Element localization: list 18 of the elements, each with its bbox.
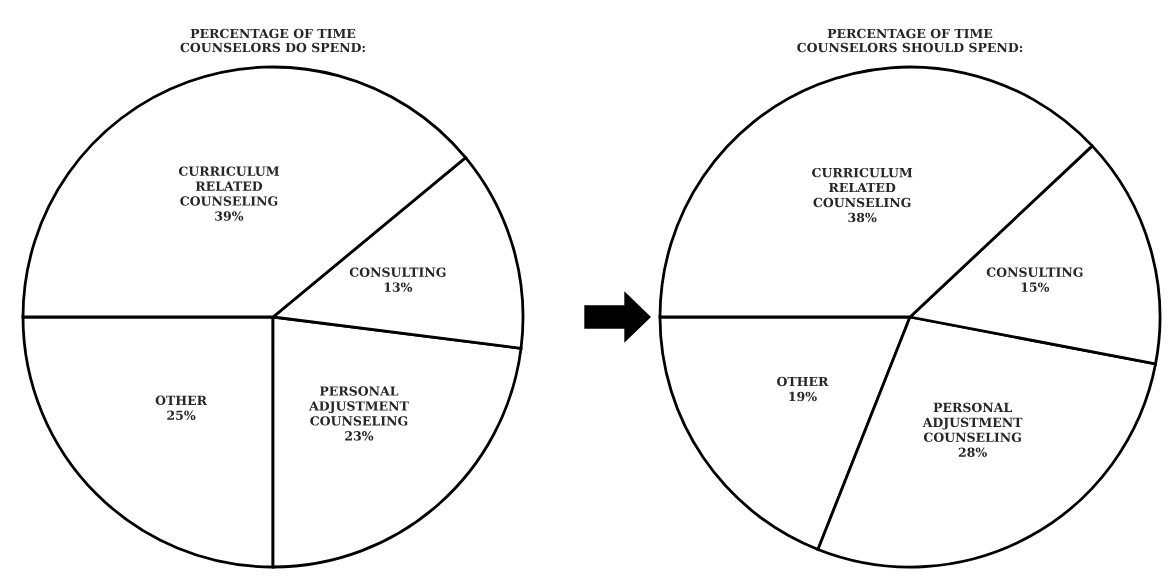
slice-label: PERSONAL ADJUSTMENT COUNSELING <box>922 402 1023 443</box>
slice-label: CURRICULUM RELATED COUNSELING <box>812 167 913 208</box>
slice-label: CURRICULUM RELATED COUNSELING <box>178 166 279 206</box>
slice-label: PERSONAL ADJUSTMENT COUNSELING <box>308 386 409 426</box>
data-label: 19% <box>789 391 817 402</box>
data-label: 25% <box>167 410 196 421</box>
data-label: 15% <box>1021 282 1050 292</box>
chart-title: PERCENTAGE OF TIME COUNSELORS SHOULD SPEND: <box>797 28 1023 53</box>
slice-label: CONSULTING <box>349 267 446 277</box>
slice-label: OTHER <box>777 376 829 387</box>
data-label: 28% <box>958 447 987 457</box>
slice-label: OTHER <box>155 395 208 406</box>
data-label: 23% <box>345 431 374 441</box>
data-label: 38% <box>848 212 877 223</box>
chart-title: PERCENTAGE OF TIME COUNSELORS DO SPEND: <box>180 28 365 53</box>
data-label: 39% <box>215 211 244 221</box>
slice-label: CONSULTING <box>986 267 1083 277</box>
data-label: 13% <box>384 282 413 292</box>
